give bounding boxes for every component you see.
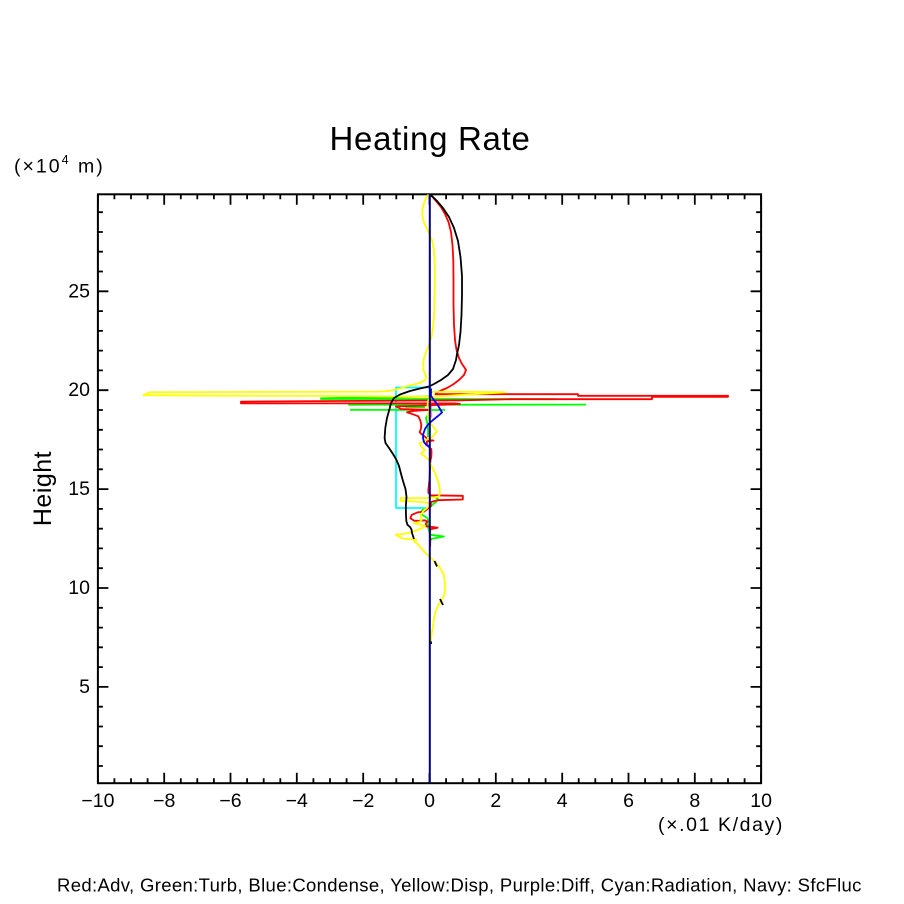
svg-text:20: 20 xyxy=(68,379,90,401)
svg-text:6: 6 xyxy=(623,790,634,812)
svg-text:2: 2 xyxy=(490,790,501,812)
svg-text:−10: −10 xyxy=(81,790,114,812)
svg-text:−8: −8 xyxy=(153,790,175,812)
svg-text:25: 25 xyxy=(68,280,90,302)
svg-text:(×104 m): (×104 m) xyxy=(14,153,105,178)
svg-text:10: 10 xyxy=(68,577,90,599)
svg-text:15: 15 xyxy=(68,478,90,500)
svg-text:−4: −4 xyxy=(286,790,308,812)
svg-text:0: 0 xyxy=(424,790,435,812)
svg-text:5: 5 xyxy=(79,676,90,698)
svg-text:Red:Adv, Green:Turb, Blue:Cond: Red:Adv, Green:Turb, Blue:Condense, Yell… xyxy=(57,875,862,896)
svg-text:(×.01 K/day): (×.01 K/day) xyxy=(658,814,784,836)
svg-text:Height: Height xyxy=(29,451,57,526)
svg-text:Heating Rate: Heating Rate xyxy=(329,120,530,157)
svg-text:4: 4 xyxy=(557,790,568,812)
svg-text:−2: −2 xyxy=(352,790,374,812)
svg-text:8: 8 xyxy=(689,790,700,812)
svg-text:10: 10 xyxy=(750,790,772,812)
svg-text:−6: −6 xyxy=(219,790,241,812)
